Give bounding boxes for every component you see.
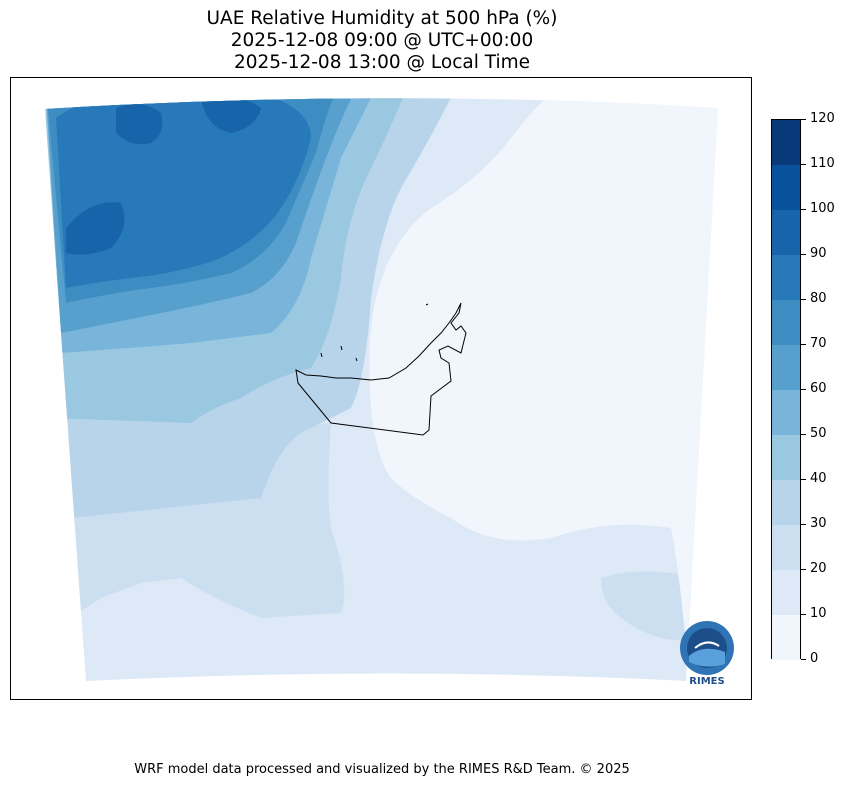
contour-0-10: [369, 98, 718, 682]
colorbar-segment: [772, 120, 800, 165]
map-frame: [10, 77, 752, 700]
colorbar-segment: [772, 435, 800, 480]
colorbar-segment: [772, 390, 800, 435]
colorbar-tick: [801, 119, 806, 120]
uae-border: [295, 302, 467, 436]
colorbar-tick: [801, 524, 806, 525]
colorbar-tick: [801, 389, 806, 390]
colorbar-tick: [801, 164, 806, 165]
colorbar-tick: [801, 209, 806, 210]
colorbar-tick-label: 40: [810, 471, 827, 486]
title-line-2: 2025-12-08 09:00 @ UTC+00:00: [230, 30, 534, 51]
rimes-logo-icon: [680, 621, 734, 675]
colorbar-tick: [801, 569, 806, 570]
contour-90-100-a: [116, 104, 163, 145]
colorbar-tick-label: 0: [810, 651, 819, 666]
humidity-map: [45, 98, 718, 682]
colorbar-tick-label: 20: [810, 561, 827, 576]
colorbar-segment: [772, 480, 800, 525]
colorbar-tick: [801, 299, 806, 300]
uae-island-3: [355, 357, 358, 362]
colorbar: [771, 119, 801, 660]
colorbar-tick: [801, 614, 806, 615]
colorbar-segment: [772, 525, 800, 570]
contour-20-30-se: [601, 571, 701, 641]
uae-outline: [295, 302, 467, 436]
colorbar-segment: [772, 255, 800, 300]
colorbar-tick-label: 110: [810, 156, 835, 171]
colorbar-tick: [801, 659, 806, 660]
colorbar-tick: [801, 344, 806, 345]
colorbar-segment: [772, 300, 800, 345]
colorbar-tick: [801, 479, 806, 480]
colorbar-tick-label: 30: [810, 516, 827, 531]
colorbar-segment: [772, 570, 800, 615]
colorbar-tick-label: 80: [810, 291, 827, 306]
colorbar-tick-label: 10: [810, 606, 827, 621]
humidity-contours: [45, 98, 718, 682]
contour-90-100-c: [66, 202, 125, 255]
title-line-1: UAE Relative Humidity at 500 hPa (%): [206, 8, 558, 29]
colorbar-segment: [772, 210, 800, 255]
colorbar-tick-label: 90: [810, 246, 827, 261]
uae-island-2: [340, 345, 343, 351]
colorbar-tick-label: 50: [810, 426, 827, 441]
colorbar-tick-label: 100: [810, 201, 835, 216]
logo-text: RIMES: [689, 676, 725, 687]
uae-island-1: [425, 303, 429, 306]
colorbar-segment: [772, 615, 800, 660]
colorbar-segment: [772, 345, 800, 390]
colorbar-tick: [801, 434, 806, 435]
title-line-3: 2025-12-08 13:00 @ Local Time: [233, 52, 531, 73]
colorbar-tick-label: 70: [810, 336, 827, 351]
footer-credit: WRF model data processed and visualized …: [134, 762, 630, 777]
uae-island-4: [320, 352, 323, 358]
contour-90-100-b: [201, 98, 261, 133]
colorbar-tick-label: 120: [810, 111, 835, 126]
colorbar-segment: [772, 165, 800, 210]
contour-80-90: [56, 98, 311, 288]
rimes-logo: RIMES: [675, 618, 739, 690]
colorbar-tick-label: 60: [810, 381, 827, 396]
colorbar-tick: [801, 254, 806, 255]
